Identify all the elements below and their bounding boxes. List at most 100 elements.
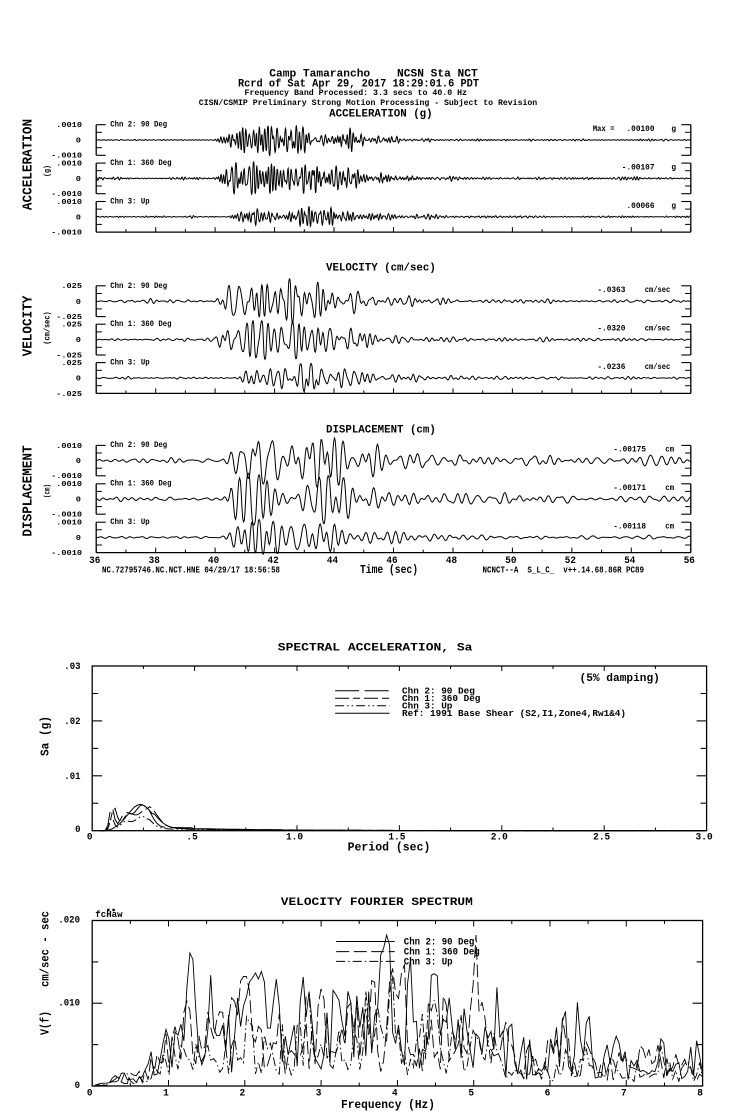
svg-text:.00100: .00100 [627,125,655,134]
svg-text:Chn 1: 360 Deg: Chn 1: 360 Deg [110,159,171,168]
svg-text:0: 0 [76,176,82,184]
svg-text:.0010: .0010 [56,443,82,451]
svg-text:cm/sec - sec: cm/sec - sec [40,911,53,987]
svg-text:Chn 2: 90 Deg: Chn 2: 90 Deg [404,936,475,948]
svg-text:2.5: 2.5 [593,832,610,844]
svg-text:DISPLACEMENT (cm): DISPLACEMENT (cm) [326,425,436,437]
svg-text:Time (sec): Time (sec) [360,564,418,577]
svg-text:.010: .010 [58,998,80,1010]
svg-text:6: 6 [545,1087,551,1099]
svg-text:-.00171: -.00171 [613,484,646,493]
svg-text:.025: .025 [61,322,82,330]
svg-text:Max =: Max = [593,125,615,134]
svg-text:-.025: -.025 [56,391,82,399]
svg-text:50: 50 [505,556,516,567]
svg-text:.0010: .0010 [56,161,82,169]
svg-text:.5: .5 [186,832,197,844]
svg-text:36: 36 [89,556,100,567]
svg-text:-.0010: -.0010 [51,153,82,161]
svg-text:-.025: -.025 [56,314,82,322]
svg-text:1: 1 [163,1087,169,1099]
svg-text:NC.72795746.NC.NCT.HNE 04/29/1: NC.72795746.NC.NCT.HNE 04/29/17 18:56:58 [102,565,280,576]
svg-text:54: 54 [624,556,635,567]
svg-text:7: 7 [621,1087,627,1099]
svg-text:g: g [671,125,676,134]
svg-text:g: g [671,202,676,211]
svg-text:.01: .01 [64,771,80,783]
svg-text:0: 0 [76,497,82,505]
svg-text:Chn 2: 90 Deg: Chn 2: 90 Deg [110,121,167,130]
svg-text:.00066: .00066 [627,202,655,211]
svg-text:cm/sec: cm/sec [645,363,671,372]
svg-text:SPECTRAL ACCELERATION, Sa: SPECTRAL ACCELERATION, Sa [278,642,473,654]
svg-text:cm: cm [665,484,674,493]
svg-text:Chn 1: 360 Deg: Chn 1: 360 Deg [110,320,171,329]
svg-text:(cm/sec): (cm/sec) [44,311,53,344]
svg-text:Chn 1: 360 Deg: Chn 1: 360 Deg [110,480,171,489]
svg-text:.025: .025 [61,283,82,291]
svg-text:.03: .03 [64,661,80,673]
svg-text:2: 2 [239,1087,245,1099]
svg-text:ACCELERATION (g): ACCELERATION (g) [329,108,432,120]
svg-text:-.0010: -.0010 [51,191,82,199]
svg-text:Period (sec): Period (sec) [348,842,431,855]
svg-text:VELOCITY: VELOCITY [22,295,37,357]
svg-text:Chn 3: Up: Chn 3: Up [110,197,150,206]
svg-text:Sa (g): Sa (g) [40,716,53,756]
svg-text:Frequency Band Processed: 3.3: Frequency Band Processed: 3.3 secs to 40… [245,88,468,98]
svg-text:1.5: 1.5 [388,832,405,844]
svg-text:-.0320: -.0320 [597,325,625,334]
svg-text:Camp Tamarancho NCSN Sta NC: Camp Tamarancho NCSN Sta NCT [269,69,478,81]
svg-text:(cm): (cm) [44,484,53,498]
svg-text:-.025: -.025 [56,352,82,360]
svg-text:Ref: 1991 Base Shear (S2,I1,Zo: Ref: 1991 Base Shear (S2,I1,Zone4,Rw1&4) [402,708,626,719]
svg-text:.020: .020 [58,915,80,927]
svg-text:-.0010: -.0010 [51,230,82,238]
svg-text:.0010: .0010 [56,481,82,489]
svg-text:Chn 3: Up: Chn 3: Up [110,359,150,368]
svg-text:(g): (g) [44,165,53,177]
svg-text:NCNCT--A S_L_C_ v++.14.68.86: NCNCT--A S_L_C_ v++.14.68.86R PC89 [483,565,645,576]
svg-text:0: 0 [76,214,82,222]
svg-text:cm: cm [665,446,674,455]
svg-text:CISN/CSMIP Preliminary Strong: CISN/CSMIP Preliminary Strong Motion Pro… [199,98,537,108]
svg-text:Chn 2: 90 Deg: Chn 2: 90 Deg [402,686,475,697]
svg-text:8: 8 [697,1087,703,1099]
svg-text:fcHaw: fcHaw [95,909,123,920]
svg-text:-.0010: -.0010 [51,550,82,558]
svg-text:Chn 3: Up: Chn 3: Up [110,518,150,527]
svg-text:5: 5 [468,1087,474,1099]
svg-text:cm/sec: cm/sec [645,325,671,334]
svg-text:2.0: 2.0 [491,832,508,844]
svg-text:0: 0 [76,458,82,466]
svg-text:Frequency (Hz): Frequency (Hz) [341,1098,435,1112]
svg-text:Chn 2: 90 Deg: Chn 2: 90 Deg [110,282,167,291]
svg-text:0: 0 [87,1087,93,1099]
svg-text:42: 42 [268,556,279,567]
svg-text:1.0: 1.0 [286,832,303,844]
svg-text:g: g [671,163,676,172]
svg-text:cm: cm [665,522,674,531]
svg-text:-.00175: -.00175 [613,446,646,455]
svg-text:4: 4 [392,1087,398,1099]
svg-text:VELOCITY FOURIER SPECTRUM: VELOCITY FOURIER SPECTRUM [281,897,473,909]
svg-text:Chn 1: 360 Deg: Chn 1: 360 Deg [404,947,480,959]
svg-text:-.0363: -.0363 [597,286,625,295]
svg-text:52: 52 [565,556,576,567]
svg-text:.0010: .0010 [56,520,82,528]
svg-text:0: 0 [75,824,80,836]
svg-text:cm/sec: cm/sec [645,286,671,295]
svg-text:.02: .02 [64,716,80,728]
svg-text:Chn 1: 360 Deg: Chn 1: 360 Deg [402,693,481,704]
svg-text:Chn 3: Up: Chn 3: Up [402,701,453,712]
svg-text:46: 46 [386,556,397,567]
svg-text:0: 0 [76,535,82,543]
svg-text:.0010: .0010 [56,122,82,130]
svg-text:-.0010: -.0010 [51,473,82,481]
svg-text:VELOCITY (cm/sec): VELOCITY (cm/sec) [326,263,436,275]
svg-text:44: 44 [327,556,338,567]
svg-text:0: 0 [87,832,93,844]
svg-text:Chn 2: 90 Deg: Chn 2: 90 Deg [110,441,167,450]
svg-text:(5% damping): (5% damping) [580,673,660,685]
svg-text:Chn 3: Up: Chn 3: Up [404,957,453,969]
